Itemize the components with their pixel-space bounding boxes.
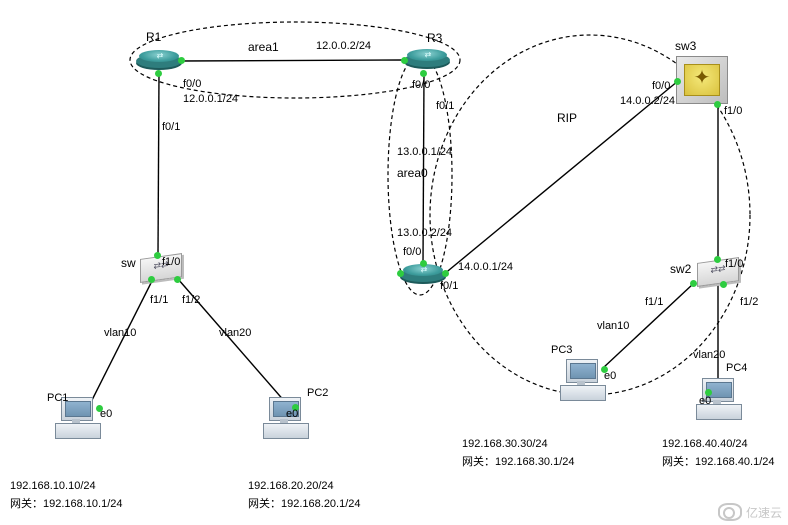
router-r3: ⇄ [404,47,450,73]
lbl-area0: area0 [397,166,428,180]
lbl: f1/0 [162,256,180,268]
lbl: 12.0.0.1/24 [183,93,238,105]
lbl: 14.0.0.2/24 [620,95,675,107]
lbl: f1/1 [645,296,663,308]
port [155,70,162,77]
lbl: vlan20 [219,327,251,339]
port [397,270,404,277]
lbl: f0/1 [162,121,180,133]
lbl: f0/0 [183,78,201,90]
pc-3 [560,359,604,403]
lbl: 网关：192.168.10.1/24 [10,495,123,511]
lbl: f0/1 [440,280,458,292]
port [420,260,427,267]
lbl: vlan10 [104,327,136,339]
lbl: e0 [604,370,616,382]
lbl: e0 [699,395,711,407]
lbl-sw3: sw3 [675,39,696,53]
lbl: 网关：192.168.20.1/24 [248,495,361,511]
lbl-r1: R1 [146,30,161,44]
port [714,256,721,263]
port [720,281,727,288]
port [178,57,185,64]
port [174,276,181,283]
lbl-sw2: sw2 [670,262,691,276]
lbl: 14.0.0.1/24 [458,261,513,273]
port [148,276,155,283]
port [442,270,449,277]
lbl: 13.0.0.1/24 [397,146,452,158]
lbl: f1/1 [150,294,168,306]
lbl: 网关：192.168.30.1/24 [462,453,575,469]
lbl: 网关：192.168.40.1/24 [662,453,775,469]
watermark-text: 亿速云 [746,504,782,521]
lbl: vlan20 [693,349,725,361]
watermark: 亿速云 [718,503,782,521]
lbl: f1/2 [740,296,758,308]
lbl: e0 [286,408,298,420]
lbl: 192.168.10.10/24 [10,480,96,492]
lbl-r3: R3 [427,31,442,45]
lbl: f1/2 [182,294,200,306]
lbl: f1/0 [725,258,743,270]
port [154,252,161,259]
port [714,101,721,108]
pc-2 [263,397,307,441]
l3switch-sw3 [676,56,726,102]
lbl: 192.168.40.40/24 [662,438,748,450]
lbl: 192.168.30.30/24 [462,438,548,450]
lbl-area1: area1 [248,40,279,54]
port [690,280,697,287]
lbl: f0/0 [652,80,670,92]
lbl: 12.0.0.2/24 [316,40,371,52]
lbl: f0/0 [403,246,421,258]
lbl-sw: sw [121,256,136,270]
lbl: PC3 [551,344,572,356]
lbl: f0/1 [436,100,454,112]
lbl: e0 [100,408,112,420]
diagram-stage: ⇄ ⇄ ⇄ R1 R3 sw3 sw sw2 area1 area0 RIP 1… [0,0,788,525]
lbl: 192.168.20.20/24 [248,480,334,492]
lbl: PC4 [726,362,747,374]
port [401,57,408,64]
lbl: vlan10 [597,320,629,332]
lbl: f0/0 [412,79,430,91]
lbl: f1/0 [724,105,742,117]
lbl: PC1 [47,392,68,404]
lbl-rip: RIP [557,111,577,125]
lbl: PC2 [307,387,328,399]
port [420,70,427,77]
watermark-logo-icon [718,503,742,521]
lbl: 13.0.0.2/24 [397,227,452,239]
port [674,78,681,85]
